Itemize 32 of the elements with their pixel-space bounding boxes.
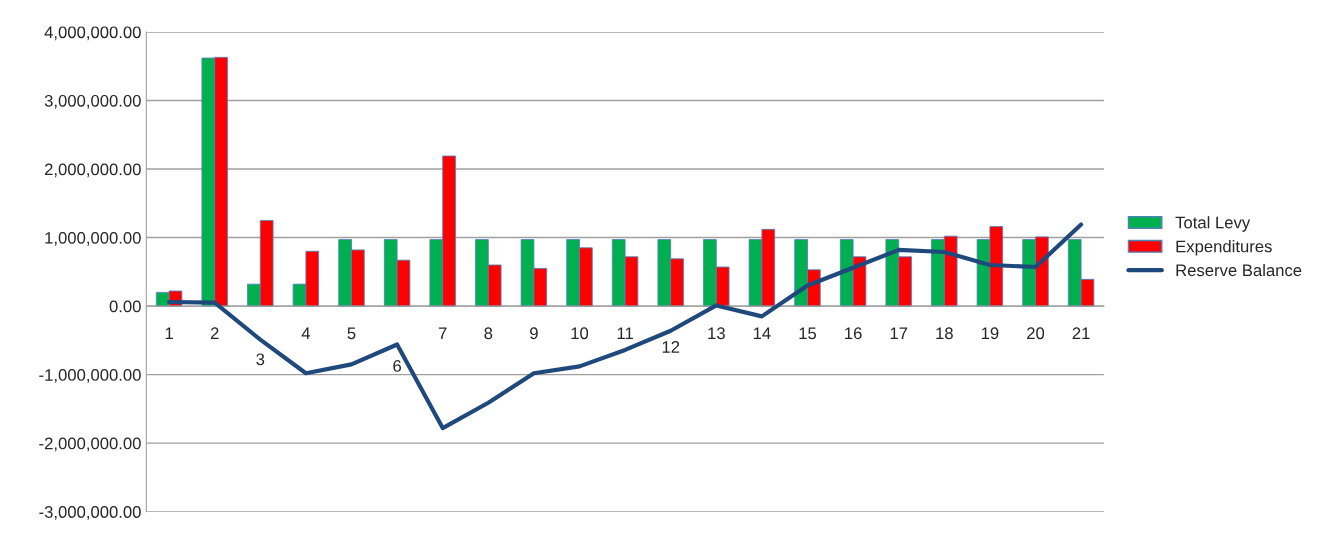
- x-tick-label: 3: [256, 353, 265, 366]
- x-tick-label: 12: [662, 341, 680, 353]
- x-tick-label: 16: [845, 327, 862, 340]
- y-tick-label: -2,000,000.00: [39, 437, 141, 452]
- x-tick-label: 1: [165, 327, 173, 340]
- legend-label: Total Levy: [1175, 216, 1251, 232]
- x-tick-label: 5: [347, 327, 356, 340]
- x-tick-label: 17: [890, 327, 908, 340]
- y-tick-label: 4,000,000.00: [44, 26, 141, 41]
- y-tick-label: -3,000,000.00: [39, 506, 141, 520]
- y-tick-label: 1,000,000.00: [45, 231, 141, 246]
- y-tick-label: 0.00: [109, 300, 141, 313]
- x-tick-label: 20: [1027, 327, 1045, 340]
- x-tick-label: 8: [484, 327, 493, 340]
- x-tick-label: 13: [708, 327, 725, 340]
- x-tick-label: 18: [936, 327, 953, 340]
- x-tick-label: 7: [438, 327, 447, 340]
- y-tick-label: 3,000,000.00: [44, 94, 141, 109]
- x-tick-label: 19: [981, 327, 999, 340]
- y-tick-label: -1,000,000.00: [39, 369, 141, 383]
- x-tick-label: 2: [210, 327, 219, 340]
- x-tick-label: 6: [393, 360, 401, 372]
- x-tick-label: 21: [1072, 327, 1090, 340]
- x-tick-label: 4: [301, 327, 311, 340]
- x-tick-label: 14: [753, 327, 771, 340]
- y-tick-label: 2,000,000.00: [44, 163, 141, 178]
- legend-label: Reserve Balance: [1176, 263, 1302, 277]
- x-tick-label: 10: [571, 327, 589, 340]
- x-tick-label: 11: [617, 327, 633, 340]
- legend-label: Expenditures: [1176, 240, 1272, 256]
- x-tick-label: 15: [799, 327, 817, 340]
- x-tick-label: 9: [530, 327, 538, 340]
